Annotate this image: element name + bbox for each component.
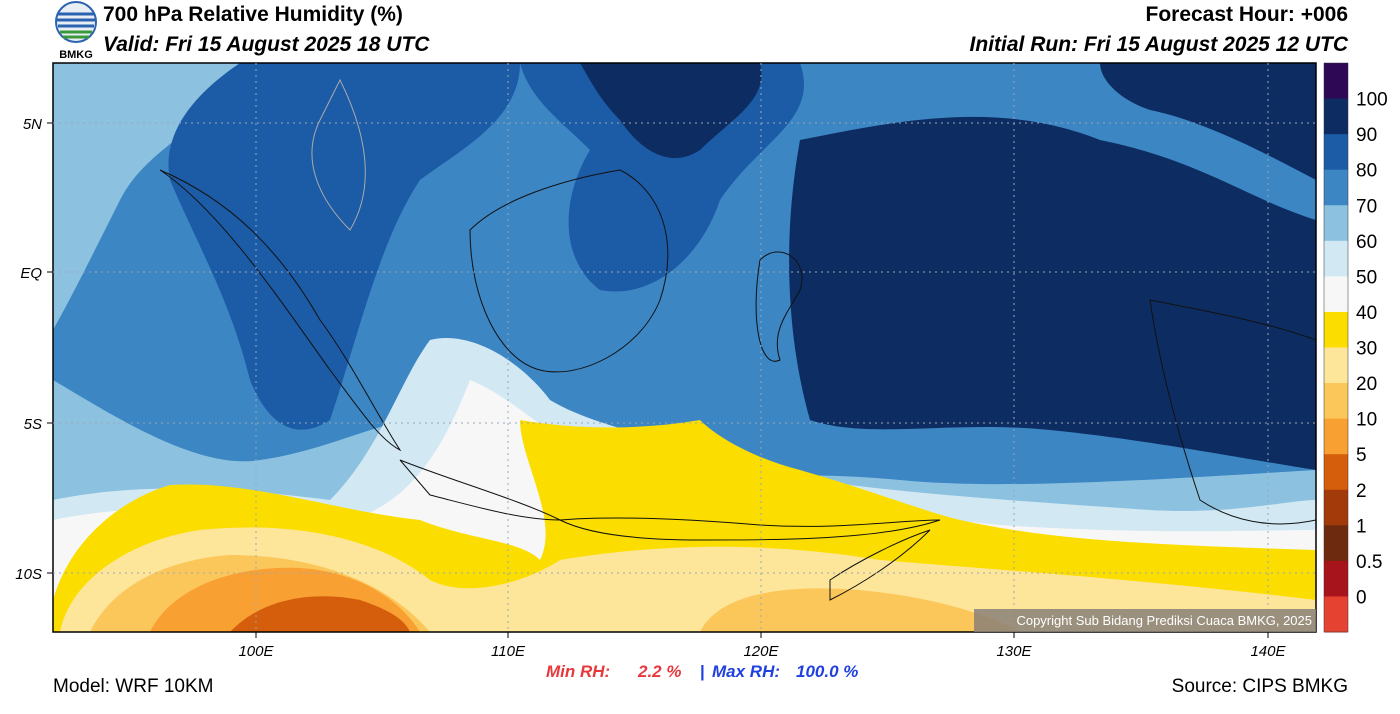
copyright-box [974,609,1316,632]
colorbar-label: 80 [1356,161,1377,182]
colorbar-label: 1 [1356,516,1367,537]
humidity-field [53,63,1316,632]
colorbar-swatch [1324,489,1348,526]
lat-label: 5N [23,116,42,133]
min-rh-label: Min RH: [546,662,610,681]
colorbar-swatch [1324,169,1348,206]
colorbar-label: 40 [1356,303,1377,324]
forecast-hour: Forecast Hour: +006 [1146,3,1349,26]
colorbar-label: 90 [1356,125,1377,146]
colorbar-swatch [1324,134,1348,171]
lon-label: 140E [1250,643,1286,660]
map-frame [52,62,1317,633]
colorbar-swatch [1324,383,1348,420]
max-rh-label: Max RH: [712,662,780,681]
colorbar-swatch [1324,205,1348,242]
valid-time: Valid: Fri 15 August 2025 18 UTC [103,33,430,56]
title: 700 hPa Relative Humidity (%) [103,3,403,26]
colorbar-swatch [1324,596,1348,633]
colorbar-swatch [1324,454,1348,491]
max-rh-value: 100.0 % [796,662,858,681]
lon-label: 110E [491,643,526,660]
colorbar-label: 70 [1356,196,1377,217]
model: Model: WRF 10KM [53,676,213,697]
colorbar-swatch [1324,63,1348,100]
lon-label: 100E [238,643,274,660]
colorbar-label: 60 [1356,232,1377,253]
lat-label: 5S [24,416,42,433]
colorbar-label: 20 [1356,374,1377,395]
logo: BMKG [55,1,97,61]
colorbar-label: 2 [1356,481,1367,502]
colorbar-frame [1323,62,1349,633]
colorbar-label: 30 [1356,339,1377,360]
colorbar-swatch [1324,525,1348,562]
colorbar-label: 0.5 [1356,552,1382,573]
lat-label: 10S [15,566,42,583]
min-rh-value: 2.2 % [637,662,681,681]
source: Source: CIPS BMKG [1172,676,1348,697]
colorbar-swatch [1324,98,1348,135]
logo-text: BMKG [59,49,93,61]
colorbar-swatch [1324,311,1348,348]
colorbar-label: 10 [1356,410,1377,431]
colorbar-label: 5 [1356,445,1367,466]
separator: | [700,662,705,681]
colorbar-label: 0 [1356,587,1367,608]
colorbar-swatch [1324,418,1348,455]
colorbar-swatch [1324,240,1348,277]
lat-label: EQ [20,265,42,282]
lon-label: 130E [996,643,1032,660]
colorbar-swatch [1324,276,1348,313]
lon-label: 120E [743,643,779,660]
colorbar-swatch [1324,347,1348,384]
colorbar-swatch [1324,560,1348,597]
copyright: Copyright Sub Bidang Prediksi Cuaca BMKG… [1016,613,1312,628]
colorbar-label: 100 [1356,90,1388,111]
colorbar-label: 50 [1356,267,1377,288]
initial-run: Initial Run: Fri 15 August 2025 12 UTC [970,33,1349,56]
